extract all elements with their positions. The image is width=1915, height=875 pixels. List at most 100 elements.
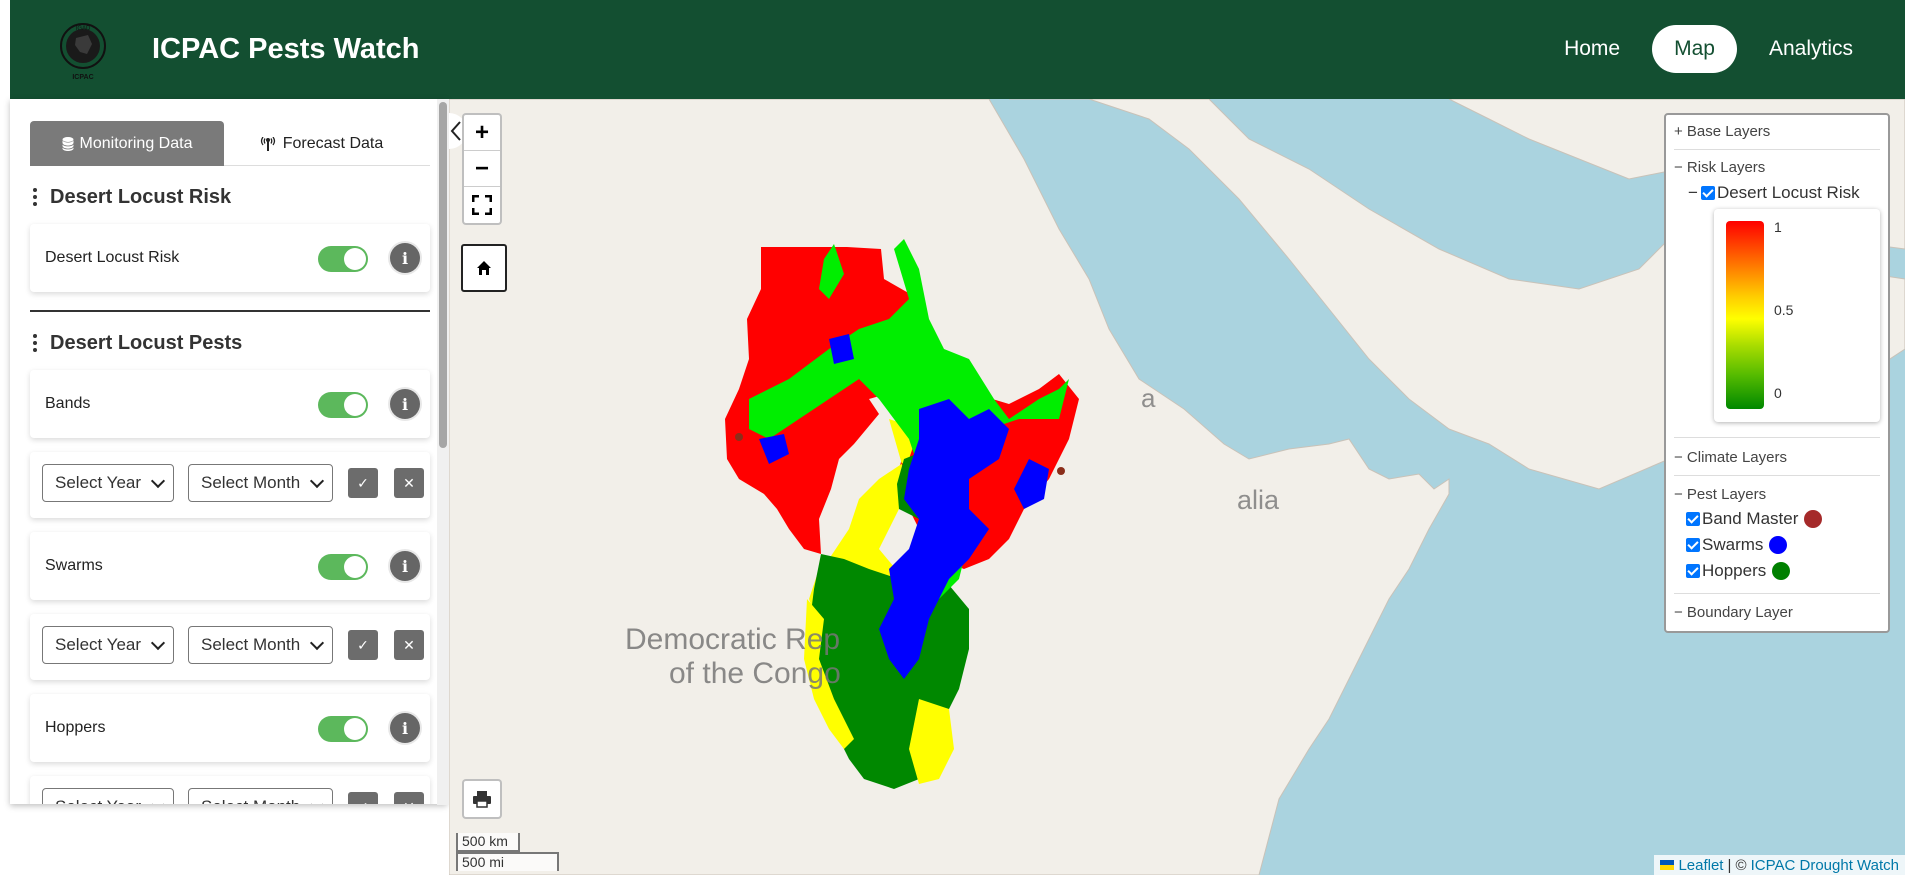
hoppers-checkbox[interactable] — [1686, 564, 1700, 578]
zoom-out-button[interactable]: − — [464, 151, 500, 187]
swarms-apply-button[interactable]: ✓ — [348, 630, 378, 660]
hoppers-layer-label: Hoppers — [1702, 561, 1767, 580]
swarms-toggle[interactable] — [318, 554, 368, 580]
bands-clear-button[interactable]: ✕ — [394, 468, 424, 498]
risk-color-ramp — [1726, 221, 1764, 409]
risk-layer-item[interactable]: − Desert Locust Risk — [1688, 183, 1860, 203]
drag-handle-icon[interactable] — [30, 334, 40, 352]
swarms-checkbox[interactable] — [1686, 538, 1700, 552]
scrollbar-thumb[interactable] — [439, 102, 447, 448]
swarms-year-select[interactable]: Select Year — [42, 626, 174, 664]
hoppers-apply-button[interactable]: ✓ — [348, 792, 378, 804]
place-label-partial-a: a — [1141, 383, 1156, 413]
app-title: ICPAC Pests Watch — [152, 33, 420, 65]
icpac-logo[interactable]: IGAD ICPAC — [54, 18, 112, 82]
bands-apply-button[interactable]: ✓ — [348, 468, 378, 498]
info-icon[interactable]: i — [390, 713, 420, 743]
select-year-text: Select Year — [55, 473, 142, 492]
legend-mid: 0.5 — [1774, 302, 1794, 318]
hoppers-toggle[interactable] — [318, 716, 368, 742]
swarms-clear-button[interactable]: ✕ — [394, 630, 424, 660]
band-master-point — [1057, 467, 1065, 475]
info-icon[interactable]: i — [390, 243, 420, 273]
place-label-partial-somalia: alia — [1237, 485, 1280, 515]
close-icon: ✕ — [403, 474, 415, 491]
risk-yellow-west — [804, 599, 854, 749]
swarms-layer-item[interactable]: Swarms — [1686, 535, 1788, 555]
band-master-checkbox[interactable] — [1686, 512, 1700, 526]
tab-forecast-data[interactable]: Forecast Data — [224, 121, 418, 166]
bands-layer-card: Bands i — [30, 370, 430, 438]
chevron-left-icon — [450, 121, 461, 141]
hoppers-label: Hoppers — [45, 719, 106, 736]
nav-analytics[interactable]: Analytics — [1768, 37, 1853, 60]
select-month-text: Select Month — [201, 797, 300, 804]
home-icon — [477, 261, 491, 275]
swarms-points — [759, 334, 1049, 679]
nav-home[interactable]: Home — [1564, 37, 1621, 60]
band-master-point — [735, 433, 743, 441]
fullscreen-button[interactable] — [464, 187, 500, 223]
bands-date-filter: Select Year Select Month ✓ ✕ — [30, 452, 430, 518]
map-attribution: Leaflet | © ICPAC Drought Watch — [1654, 855, 1905, 875]
band-master-layer-item[interactable]: Band Master — [1686, 509, 1823, 529]
check-icon: ✓ — [357, 799, 369, 805]
home-extent-button[interactable] — [461, 244, 507, 292]
tab-monitoring-data[interactable]: Monitoring Data — [30, 121, 224, 166]
close-icon: ✕ — [403, 799, 415, 805]
risk-layer-card: Desert Locust Risk i — [30, 224, 430, 292]
band-master-swatch-icon — [1804, 510, 1823, 528]
attribution-separator: | © — [1727, 856, 1747, 874]
logo-bottom-text: ICPAC — [72, 74, 93, 81]
swarms-month-select[interactable]: Select Month — [188, 626, 333, 664]
sidebar-scrollbar[interactable] — [437, 99, 449, 805]
print-icon — [473, 791, 491, 808]
hoppers-layer-card: Hoppers i — [30, 694, 430, 762]
swarms-layer-card: Swarms i — [30, 532, 430, 600]
bands-year-select[interactable]: Select Year — [42, 464, 174, 502]
select-year-text: Select Year — [55, 797, 141, 804]
print-button[interactable] — [462, 779, 502, 819]
risk-layer-checkbox[interactable] — [1700, 186, 1715, 200]
hoppers-date-filter: Select Year Select Month ✓ ✕ — [30, 776, 430, 804]
chevron-down-icon — [309, 635, 325, 651]
hoppers-layer-item[interactable]: Hoppers — [1686, 561, 1791, 581]
icpac-drought-watch-link[interactable]: ICPAC Drought Watch — [1750, 856, 1899, 874]
zoom-in-button[interactable]: + — [464, 115, 500, 151]
info-icon[interactable]: i — [390, 389, 420, 419]
select-year-text: Select Year — [55, 635, 142, 654]
swarms-layer-label: Swarms — [1702, 535, 1764, 554]
chevron-down-icon — [150, 797, 166, 804]
climate-layers-toggle[interactable]: − Climate Layers — [1674, 449, 1787, 466]
main-nav: Home Map Analytics — [1532, 25, 1875, 73]
boundary-layer-toggle[interactable]: − Boundary Layer — [1674, 604, 1793, 621]
swarms-swatch-icon — [1769, 536, 1788, 554]
close-icon: ✕ — [403, 636, 415, 653]
base-layers-toggle[interactable]: + Base Layers — [1674, 123, 1771, 140]
risk-legend: 1 0.5 0 — [1714, 209, 1880, 422]
pest-layers-toggle[interactable]: − Pest Layers — [1674, 486, 1767, 503]
bands-month-select[interactable]: Select Month — [188, 464, 333, 502]
chevron-down-icon — [309, 797, 325, 804]
leaflet-link[interactable]: Leaflet — [1678, 856, 1724, 874]
chevron-down-icon — [309, 473, 325, 489]
check-icon: ✓ — [357, 636, 369, 653]
risk-layers-toggle[interactable]: − Risk Layers — [1674, 159, 1766, 176]
band-master-label: Band Master — [1702, 509, 1799, 528]
info-icon[interactable]: i — [390, 551, 420, 581]
bands-toggle[interactable] — [318, 392, 368, 418]
swarms-label: Swarms — [45, 557, 103, 574]
hoppers-clear-button[interactable]: ✕ — [394, 792, 424, 804]
nav-map[interactable]: Map — [1652, 25, 1737, 73]
risk-yellow-south — [909, 699, 954, 784]
risk-layer-toggle[interactable] — [318, 246, 368, 272]
drag-handle-icon[interactable] — [30, 188, 40, 206]
hoppers-month-select[interactable]: Select Month — [188, 788, 333, 804]
hoppers-year-select[interactable]: Select Year — [42, 788, 174, 804]
tab-monitoring-label: Monitoring Data — [79, 134, 193, 152]
place-label-drc-line2: of the Congo — [669, 657, 841, 690]
band-master-points — [735, 433, 1065, 475]
fullscreen-icon — [472, 195, 492, 215]
app-header: IGAD ICPAC ICPAC Pests Watch Home Map An… — [10, 0, 1905, 99]
place-label-drc-line1: Democratic Rep — [625, 623, 840, 656]
